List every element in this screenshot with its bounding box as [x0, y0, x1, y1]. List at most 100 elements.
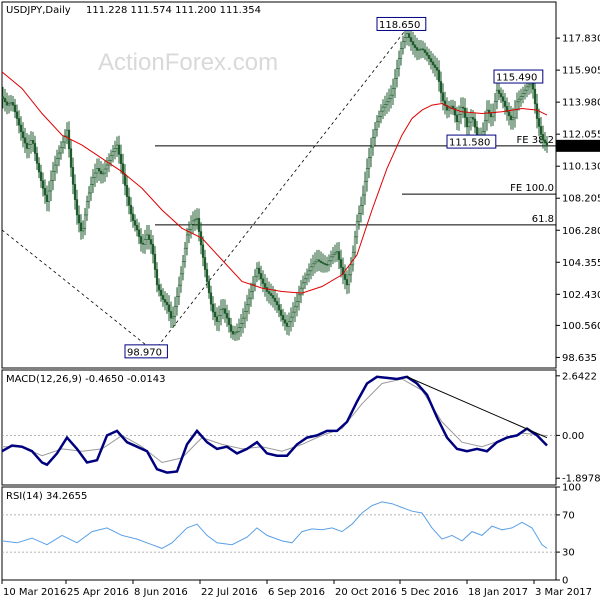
candle-body: [389, 94, 393, 99]
x-tick-label: 8 Jun 2016: [134, 587, 188, 598]
candle-body: [505, 106, 509, 113]
x-tick-label: 22 Jul 2016: [201, 587, 258, 598]
candle-body: [263, 283, 267, 288]
candle-body: [137, 229, 141, 237]
candle-body: [429, 58, 433, 63]
x-tick-label: 25 Apr 2016: [67, 587, 129, 598]
candle-body: [73, 184, 77, 200]
candle-body: [343, 273, 347, 280]
candle-body: [475, 126, 479, 136]
candle-body: [473, 118, 477, 128]
candle-body: [193, 219, 197, 222]
candle-body: [151, 243, 155, 255]
candle-body: [409, 37, 413, 42]
candle-body: [111, 151, 115, 157]
candle-body: [143, 239, 147, 245]
candle-body: [97, 168, 101, 172]
candle-body: [207, 281, 211, 294]
candle-body: [21, 131, 25, 139]
candle-body: [275, 301, 279, 306]
fib-level-label: FE 100.0: [510, 183, 554, 194]
candle-body: [543, 139, 547, 144]
candle-body: [53, 164, 57, 172]
candle-body: [121, 163, 125, 175]
candle-body: [491, 112, 495, 118]
candle-body: [323, 263, 327, 265]
candle-body: [503, 100, 507, 107]
candle-body: [65, 129, 69, 137]
candle-body: [339, 259, 343, 268]
y-tick-label: 115.905: [562, 66, 600, 77]
candle-body: [39, 171, 43, 181]
candle-body: [127, 196, 131, 206]
candle-body: [93, 172, 97, 178]
y-tick-label: 30: [562, 548, 575, 559]
candle-body: [493, 101, 497, 114]
candle-body: [183, 247, 187, 262]
candle-body: [103, 168, 107, 174]
candle-body: [353, 236, 357, 253]
candle-body: [69, 148, 73, 168]
candle-body: [101, 172, 105, 175]
candle-body: [305, 274, 309, 280]
candle-body: [71, 167, 75, 185]
candle-body: [223, 308, 227, 314]
candle-body: [407, 33, 411, 38]
candle-body: [221, 308, 225, 311]
candle-body: [77, 214, 81, 224]
fib-level-label: 61.8: [532, 214, 554, 225]
candle-body: [191, 220, 195, 225]
candle-body: [165, 301, 169, 306]
candle-body: [255, 267, 259, 277]
candle-body: [311, 263, 315, 268]
current-price-label: 111.354: [559, 141, 600, 152]
candle-body: [521, 93, 525, 97]
candle-body: [15, 111, 19, 119]
candle-body: [173, 306, 177, 317]
candle-body: [61, 141, 65, 149]
watermark: ActionForex.com: [98, 49, 278, 76]
candle-body: [27, 144, 31, 149]
candle-body: [397, 58, 401, 69]
candle-body: [385, 101, 389, 105]
candle-body: [325, 263, 329, 266]
candle-body: [499, 93, 503, 98]
candle-body: [539, 126, 543, 135]
candle-body: [359, 205, 363, 214]
candle-body: [497, 89, 501, 94]
candle-body: [159, 289, 163, 296]
candle-body: [391, 88, 395, 96]
candle-body: [345, 279, 349, 286]
y-tick-label: 106.280: [562, 226, 600, 237]
y-tick-label: 70: [562, 510, 575, 521]
candle-body: [531, 82, 535, 90]
y-tick-label: -1.8978: [562, 474, 600, 485]
candle-body: [189, 223, 193, 230]
candle-body: [383, 104, 387, 108]
candle-body: [7, 103, 11, 106]
candle-body: [197, 217, 201, 232]
candle-body: [307, 270, 311, 276]
candle-body: [19, 124, 23, 133]
candle-body: [295, 301, 299, 308]
candle-body: [349, 264, 353, 276]
candle-body: [453, 108, 457, 116]
candle-body: [425, 52, 429, 56]
candle-body: [347, 274, 351, 286]
candle-body: [237, 327, 241, 332]
candle-body: [439, 81, 443, 94]
y-tick-label: 104.355: [562, 258, 600, 269]
candle-body: [277, 304, 281, 311]
candle-body: [337, 251, 341, 260]
candle-body: [1, 96, 5, 99]
candle-body: [327, 260, 331, 266]
price-annotation-box: [124, 344, 168, 359]
candle-body: [113, 148, 117, 153]
candle-body: [513, 109, 517, 119]
y-tick-label: 0: [562, 576, 568, 587]
candle-body: [297, 294, 301, 302]
candle-body: [519, 96, 523, 100]
candle-body: [5, 101, 9, 106]
candle-body: [43, 188, 47, 196]
candle-body: [281, 315, 285, 321]
